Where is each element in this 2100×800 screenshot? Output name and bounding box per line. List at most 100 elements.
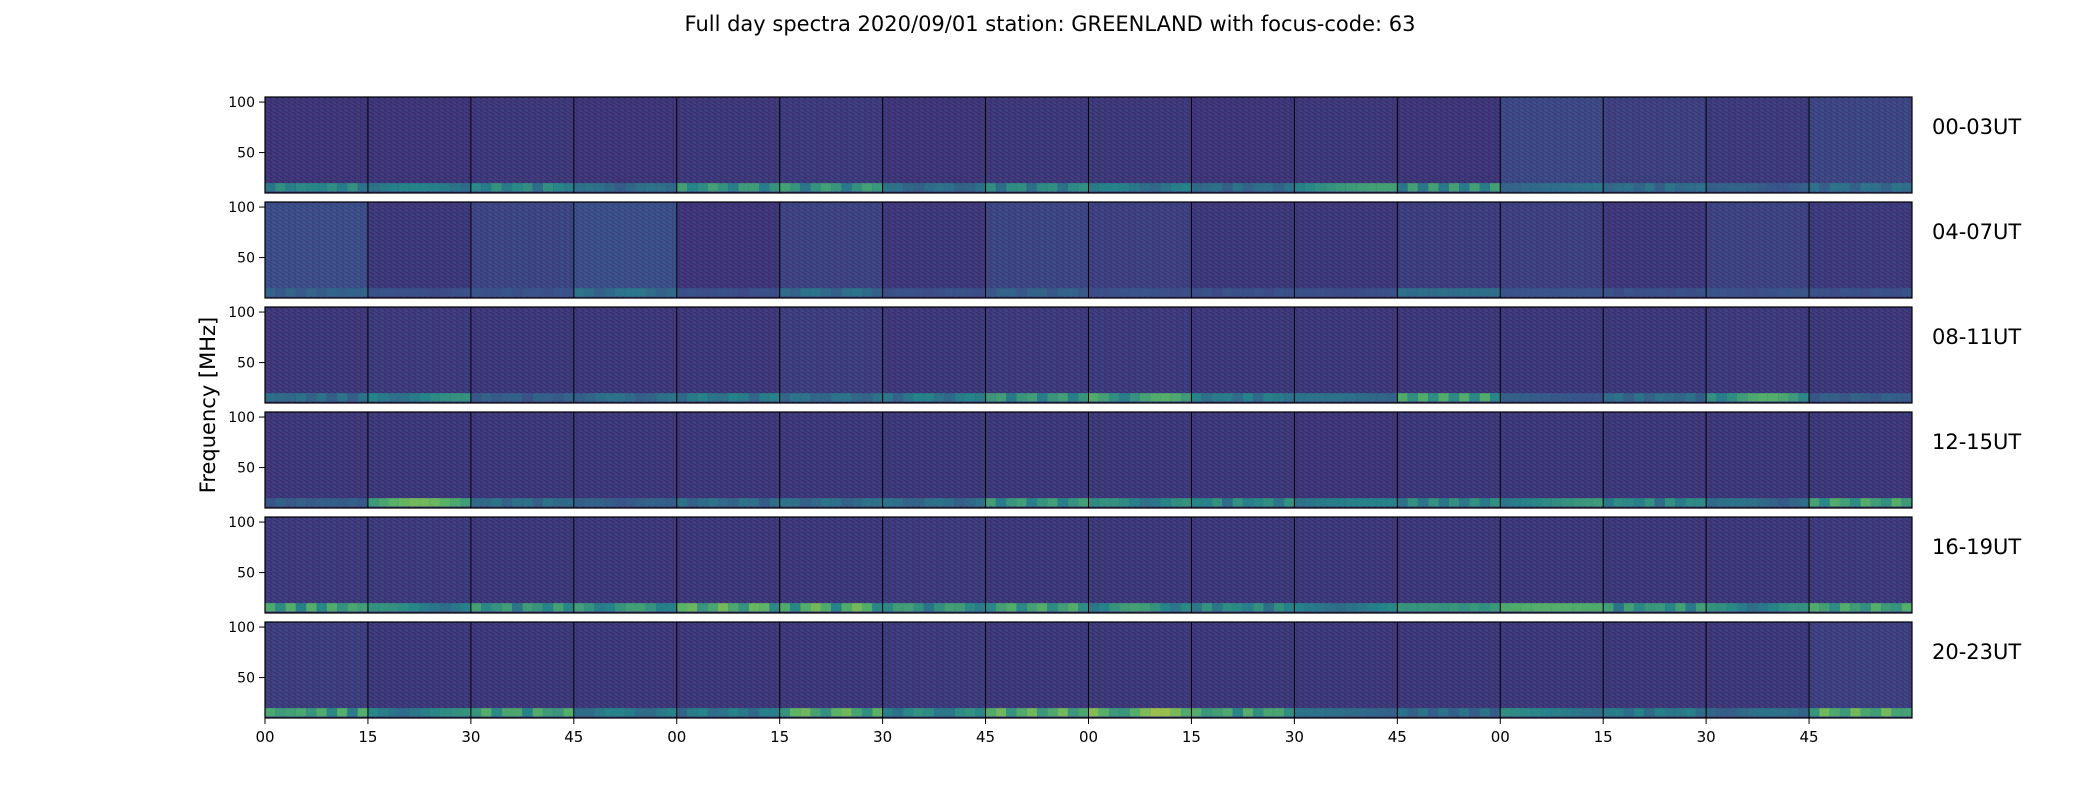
emission-band-segment xyxy=(1531,603,1542,612)
emission-band-segment xyxy=(748,288,760,297)
emission-band-segment xyxy=(378,183,389,192)
emission-band-segment xyxy=(1201,708,1213,717)
emission-band-segment xyxy=(1541,498,1552,507)
x-tick-label: 30 xyxy=(1697,728,1716,746)
emission-band-segment xyxy=(532,288,543,297)
emission-band-segment xyxy=(954,288,965,297)
emission-band-segment xyxy=(1664,393,1676,402)
emission-band-segment xyxy=(614,183,626,192)
emission-band-segment xyxy=(1170,183,1182,192)
emission-band-segment xyxy=(1438,393,1449,402)
emission-band-segment xyxy=(553,498,564,507)
emission-band-segment xyxy=(1088,708,1099,717)
emission-band-segment xyxy=(1623,288,1635,297)
emission-band-segment xyxy=(1222,393,1233,402)
emission-band-segment xyxy=(1891,708,1902,717)
emission-band-segment xyxy=(1706,708,1717,717)
emission-band-segment xyxy=(522,603,533,612)
emission-band-segment xyxy=(1726,708,1738,717)
emission-band-segment xyxy=(1057,708,1068,717)
emission-band-segment xyxy=(1181,393,1192,402)
emission-band-segment xyxy=(1088,393,1099,402)
emission-band-segment xyxy=(501,393,513,402)
emission-band-segment xyxy=(717,708,729,717)
spectrogram-cell xyxy=(1293,97,1398,193)
emission-band-segment xyxy=(1644,498,1655,507)
spectrogram-cell xyxy=(1396,517,1501,613)
emission-band-segment xyxy=(759,708,770,717)
spectrogram-noise xyxy=(573,97,677,193)
emission-band-segment xyxy=(1520,708,1532,717)
emission-band-segment xyxy=(1767,183,1779,192)
emission-band-segment xyxy=(1006,708,1017,717)
emission-band-segment xyxy=(337,708,348,717)
emission-band-segment xyxy=(934,393,945,402)
emission-band-segment xyxy=(1819,183,1830,192)
emission-band-segment xyxy=(542,393,554,402)
emission-band-segment xyxy=(1469,708,1480,717)
spectra-row: 100 50 16-19UT xyxy=(228,515,2021,614)
spectrogram-noise xyxy=(1191,97,1295,193)
emission-band-segment xyxy=(892,498,904,507)
emission-band-segment xyxy=(1201,183,1213,192)
emission-band-segment xyxy=(367,183,379,192)
emission-band-segment xyxy=(1685,498,1696,507)
emission-band-segment xyxy=(1098,183,1110,192)
row-label: 12-15UT xyxy=(1932,430,2021,454)
spectrogram-noise xyxy=(1500,202,1604,298)
emission-band-segment xyxy=(1695,288,1707,297)
emission-band-segment xyxy=(357,393,368,402)
emission-band-segment xyxy=(800,183,811,192)
emission-band-segment xyxy=(512,288,523,297)
emission-band-segment xyxy=(1438,603,1449,612)
emission-band-segment xyxy=(1335,603,1346,612)
emission-band-segment xyxy=(1726,183,1738,192)
emission-band-segment xyxy=(1654,603,1665,612)
spectrogram-noise xyxy=(882,622,986,718)
emission-band-segment xyxy=(1273,393,1285,402)
emission-band-segment xyxy=(1448,288,1460,297)
emission-band-segment xyxy=(872,603,883,612)
emission-band-segment xyxy=(841,393,852,402)
spectrogram-noise xyxy=(265,97,368,193)
emission-band-segment xyxy=(347,288,358,297)
emission-band-segment xyxy=(1366,498,1377,507)
spectrogram-cell xyxy=(1602,622,1707,718)
emission-band-segment xyxy=(1737,393,1748,402)
spectrogram-cell xyxy=(264,622,368,718)
emission-band-segment xyxy=(491,498,502,507)
emission-band-segment xyxy=(687,708,698,717)
emission-band-segment xyxy=(1232,393,1243,402)
spectrogram-noise xyxy=(1706,622,1810,718)
spectrogram-cell xyxy=(1190,517,1295,613)
emission-band-segment xyxy=(728,393,739,402)
emission-band-segment xyxy=(820,288,832,297)
emission-band-segment xyxy=(769,183,780,192)
emission-band-segment xyxy=(542,498,554,507)
emission-band-segment xyxy=(1809,393,1820,402)
spectrogram-cell xyxy=(264,412,368,508)
emission-band-segment xyxy=(841,288,852,297)
spectrogram-cell xyxy=(1396,622,1501,718)
emission-band-segment xyxy=(1314,708,1326,717)
emission-band-segment xyxy=(934,603,945,612)
emission-band-segment xyxy=(1428,288,1439,297)
y-tick-label: 50 xyxy=(237,671,255,687)
emission-band-segment xyxy=(1582,288,1593,297)
emission-band-segment xyxy=(347,183,358,192)
emission-band-segment xyxy=(1891,393,1902,402)
emission-band-segment xyxy=(1695,603,1707,612)
emission-band-segment xyxy=(1510,603,1521,612)
spectrogram-noise xyxy=(367,97,471,193)
x-tick-label: 15 xyxy=(770,728,789,746)
emission-band-segment xyxy=(934,498,945,507)
spectrogram-cell xyxy=(573,622,677,718)
spectrogram-noise xyxy=(573,517,677,613)
emission-band-segment xyxy=(913,708,924,717)
emission-band-segment xyxy=(1572,498,1583,507)
emission-band-segment xyxy=(1901,393,1912,402)
emission-band-segment xyxy=(1541,393,1552,402)
emission-band-segment xyxy=(1273,708,1285,717)
emission-band-segment xyxy=(1325,288,1336,297)
emission-band-segment xyxy=(913,288,924,297)
